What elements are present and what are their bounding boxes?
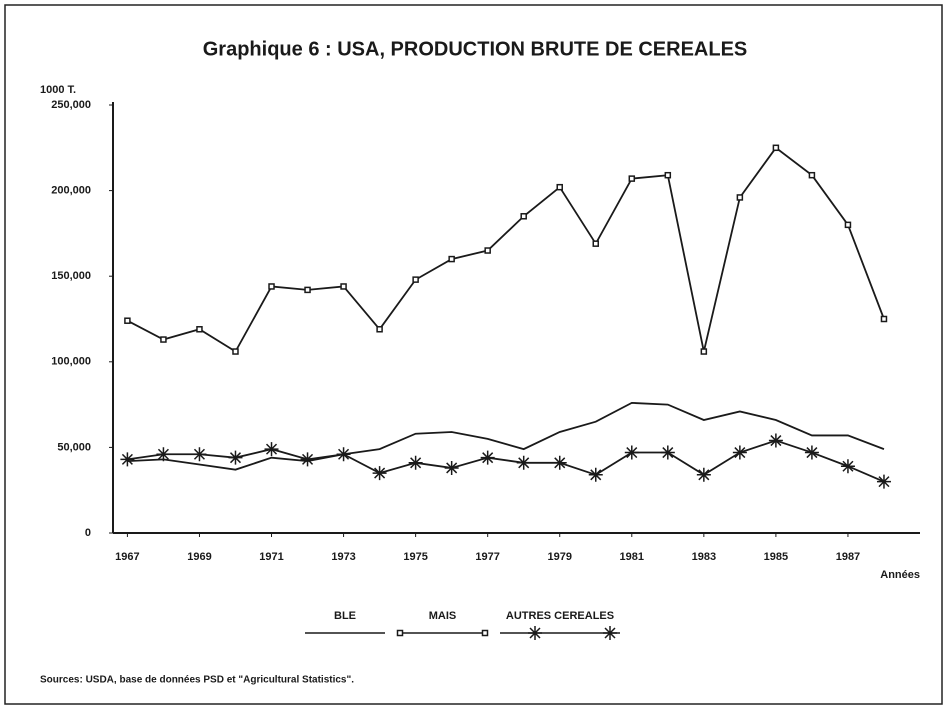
marker: [480, 450, 495, 465]
y-tick-label: 250,000: [51, 99, 91, 111]
marker: [376, 326, 383, 333]
legend-label: AUTRES CEREALES: [506, 610, 614, 622]
x-tick-label: 1985: [764, 551, 788, 563]
x-tick-label: 1981: [620, 551, 644, 563]
marker: [196, 326, 203, 333]
marker: [804, 445, 819, 460]
marker: [120, 452, 135, 467]
x-tick-label: 1987: [836, 551, 860, 563]
x-tick-label: 1983: [692, 551, 716, 563]
series-line: [127, 439, 885, 483]
marker: [264, 442, 279, 457]
marker: [372, 466, 387, 481]
marker: [484, 247, 491, 254]
marker: [840, 459, 855, 474]
marker: [552, 455, 567, 470]
x-tick-label: 1977: [475, 551, 499, 563]
marker: [228, 450, 243, 465]
marker: [844, 221, 852, 229]
y-tick-label: 150,000: [51, 270, 91, 282]
marker: [520, 213, 527, 220]
y-tick-label: 200,000: [51, 185, 91, 197]
marker: [304, 286, 311, 294]
marker: [192, 447, 207, 462]
x-tick-label: 1971: [259, 551, 283, 563]
marker: [300, 452, 315, 467]
marker: [232, 348, 239, 355]
marker: [732, 445, 747, 460]
x-tick-label: 1969: [187, 551, 211, 563]
marker: [444, 460, 459, 475]
marker: [768, 433, 783, 448]
legend-label: BLE: [334, 610, 356, 622]
legend-marker: [396, 629, 404, 637]
frame: [4, 4, 943, 705]
marker: [588, 467, 603, 482]
marker: [448, 255, 455, 263]
marker: [556, 183, 563, 191]
marker: [160, 336, 167, 343]
x-tick-label: 1967: [115, 551, 139, 563]
y-tick-label: 100,000: [51, 356, 91, 368]
x-axis-label: Années: [880, 569, 920, 581]
marker: [340, 283, 347, 290]
x-tick-label: 1973: [331, 551, 355, 563]
marker: [736, 194, 744, 201]
marker: [696, 467, 711, 482]
y-tick-label: 0: [85, 527, 91, 539]
marker: [876, 474, 891, 489]
marker: [624, 445, 639, 460]
x-tick-label: 1975: [403, 551, 427, 563]
marker: [268, 283, 275, 290]
x-tick-label: 1979: [547, 551, 571, 563]
marker: [660, 445, 675, 460]
marker: [880, 315, 888, 323]
legend-label: MAIS: [429, 610, 457, 622]
marker: [664, 171, 672, 179]
marker: [808, 171, 816, 179]
marker: [124, 317, 131, 324]
marker: [408, 455, 423, 470]
series-line: [126, 146, 885, 353]
marker: [156, 447, 171, 462]
series-line: [127, 401, 885, 471]
legend-marker: [603, 626, 617, 640]
marker: [516, 455, 531, 470]
marker: [700, 348, 708, 355]
y-tick-label: 50,000: [57, 441, 91, 453]
source-note: Sources: USDA, base de données PSD et "A…: [40, 675, 354, 686]
legend-marker: [481, 629, 489, 637]
marker: [772, 144, 780, 152]
marker: [628, 175, 636, 182]
legend-marker: [528, 626, 542, 640]
y-axis-label: 1000 T.: [40, 84, 76, 96]
marker: [412, 276, 419, 283]
marker: [336, 447, 351, 462]
marker: [592, 240, 600, 247]
chart-title: Graphique 6 : USA, PRODUCTION BRUTE DE C…: [203, 38, 748, 60]
